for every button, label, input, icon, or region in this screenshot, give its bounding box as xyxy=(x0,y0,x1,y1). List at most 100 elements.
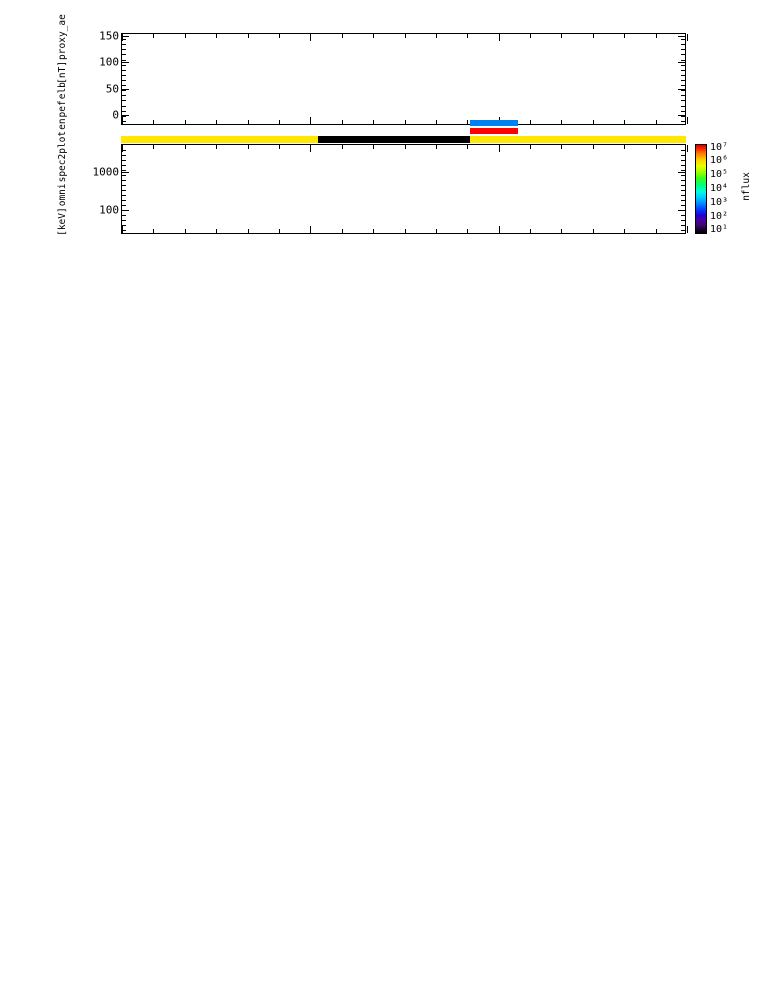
y-tick-minor-right xyxy=(681,185,685,186)
x-tick-major-top xyxy=(122,145,123,152)
y-tick-minor-right xyxy=(681,195,685,196)
x-tick-minor xyxy=(404,229,406,233)
x-tick-minor xyxy=(592,120,594,124)
y-tick-minor-right xyxy=(681,85,685,87)
colorbar-tick-label: 10⁵ xyxy=(710,169,729,181)
x-tick-major-top xyxy=(498,145,500,152)
colorbar-tick-label: 10¹ xyxy=(710,224,729,236)
y-axis-title-line: spec2plot xyxy=(57,130,69,183)
x-tick-major-top xyxy=(498,34,500,41)
y-tick-minor-right xyxy=(681,225,685,226)
x-tick-minor-top xyxy=(373,34,375,38)
y-tick-minor-right xyxy=(681,90,685,92)
y-tick-minor-right xyxy=(681,160,685,161)
x-tick-minor xyxy=(404,120,406,124)
x-tick-major xyxy=(122,226,123,233)
panel-plot-area-proxy-ae xyxy=(122,34,685,124)
x-tick-minor-top xyxy=(153,34,155,38)
y-tick-minor xyxy=(122,215,126,216)
x-tick-minor-top xyxy=(247,145,249,149)
x-tick-major-top xyxy=(122,34,123,41)
panel-proxy-ae: 150 100 50 0 xyxy=(99,30,688,125)
x-tick-minor-top xyxy=(216,145,218,149)
x-tick-major xyxy=(687,117,688,124)
y-tick-label: 50 xyxy=(105,82,119,96)
x-tick-minor xyxy=(278,229,280,233)
x-tick-minor xyxy=(624,120,626,124)
colorbar-tick-label: 10⁷ xyxy=(710,141,729,153)
x-tick-minor-top xyxy=(655,34,657,38)
x-tick-minor-top xyxy=(530,34,532,38)
y-tick-minor xyxy=(122,195,126,196)
x-tick-minor-top xyxy=(655,145,657,149)
y-tick-minor xyxy=(122,230,126,231)
y-tick-minor xyxy=(122,69,126,71)
y-tick-minor-right xyxy=(681,44,685,46)
y-axis-title-line: en xyxy=(57,118,69,130)
panel-plot-area-en-omni xyxy=(122,145,685,233)
x-tick-minor xyxy=(624,229,626,233)
x-tick-minor xyxy=(247,229,249,233)
x-tick-minor-top xyxy=(561,145,563,149)
y-tick-minor xyxy=(122,155,126,156)
y-axis-title-line: elb xyxy=(57,82,69,100)
x-tick-minor xyxy=(530,229,532,233)
y-tick-minor-right xyxy=(681,54,685,56)
x-tick-minor xyxy=(216,120,218,124)
y-tick-minor-right xyxy=(681,59,685,61)
x-tick-minor xyxy=(435,229,437,233)
x-tick-major xyxy=(310,117,312,124)
x-tick-minor xyxy=(216,229,218,233)
y-tick-minor-right xyxy=(681,210,685,211)
y-tick-minor xyxy=(122,150,126,151)
y-tick-major xyxy=(122,62,129,64)
y-tick-major xyxy=(122,114,129,116)
y-tick-minor xyxy=(122,110,126,112)
y-tick-minor xyxy=(122,39,126,41)
y-tick-label: 1000 xyxy=(92,165,120,179)
x-tick-minor xyxy=(467,120,469,124)
y-tick-minor-right xyxy=(681,39,685,41)
y-tick-major xyxy=(122,35,129,37)
x-tick-major-top xyxy=(687,34,688,41)
x-tick-minor xyxy=(341,120,343,124)
x-tick-major-top xyxy=(310,145,312,152)
y-tick-minor-right xyxy=(681,150,685,151)
y-tick-major-right xyxy=(678,62,685,64)
y-tick-minor-right xyxy=(681,69,685,71)
y-tick-minor xyxy=(122,74,126,76)
x-tick-minor-top xyxy=(216,34,218,38)
y-tick-minor xyxy=(122,49,126,51)
y-tick-minor xyxy=(122,185,126,186)
x-tick-minor xyxy=(530,120,532,124)
x-tick-minor xyxy=(184,229,186,233)
x-tick-minor xyxy=(278,120,280,124)
x-tick-minor xyxy=(561,229,563,233)
y-tick-minor xyxy=(122,59,126,61)
y-tick-label: 150 xyxy=(99,29,119,43)
status-bar-blue xyxy=(470,120,518,126)
y-tick-minor-right xyxy=(681,170,685,171)
x-tick-minor xyxy=(247,120,249,124)
y-tick-minor xyxy=(122,95,126,97)
y-tick-minor-right xyxy=(681,190,685,191)
y-tick-minor-right xyxy=(681,200,685,201)
x-tick-minor-top xyxy=(404,145,406,149)
x-tick-minor xyxy=(373,120,375,124)
y-tick-major-right xyxy=(678,88,685,90)
x-tick-minor xyxy=(341,229,343,233)
y-tick-minor xyxy=(122,100,126,102)
x-tick-minor-top xyxy=(592,145,594,149)
y-tick-major-right xyxy=(678,172,685,173)
colorbar-tick-label: 10⁴ xyxy=(710,183,729,194)
x-tick-major xyxy=(498,226,500,233)
y-tick-label: 0 xyxy=(112,108,119,122)
y-tick-minor xyxy=(122,190,126,191)
y-tick-minor xyxy=(122,210,126,211)
x-tick-minor-top xyxy=(184,145,186,149)
y-tick-minor-right xyxy=(681,230,685,231)
x-tick-major-top xyxy=(310,34,312,41)
y-tick-minor xyxy=(122,180,126,181)
x-tick-minor-top xyxy=(341,145,343,149)
x-tick-minor xyxy=(153,229,155,233)
